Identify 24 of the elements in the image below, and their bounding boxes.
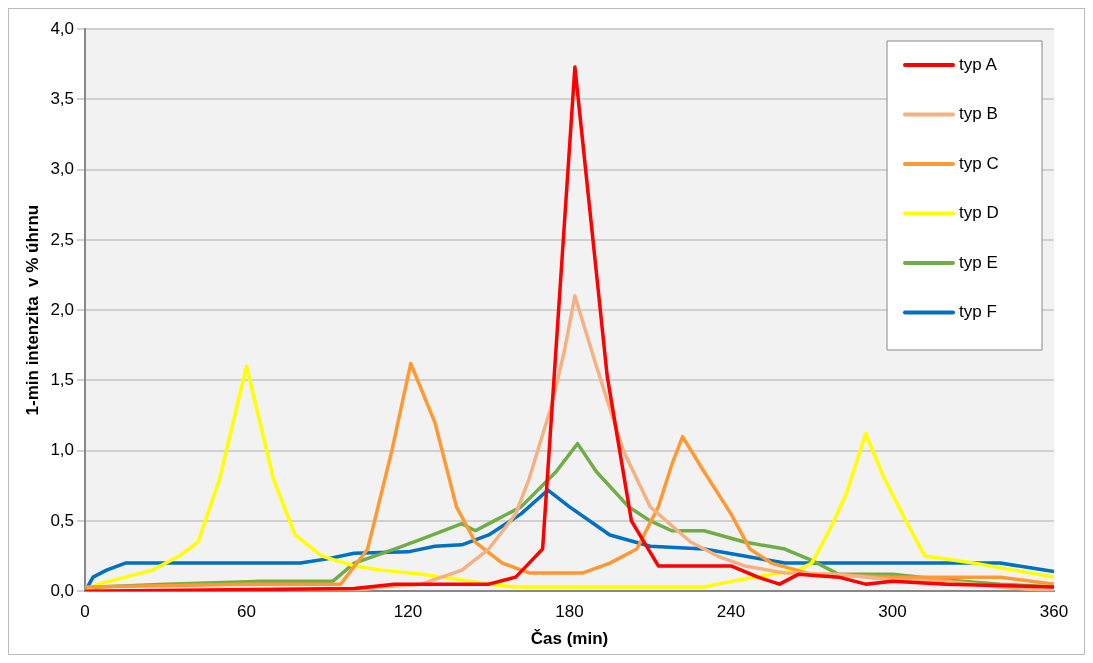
y-tick-label: 4,0	[50, 18, 75, 38]
x-tick-label: 60	[237, 602, 256, 622]
y-tick-label: 1,5	[50, 370, 75, 390]
legend-label: typ F	[959, 302, 997, 322]
x-tick-label: 240	[716, 602, 746, 622]
x-tick-label: 180	[555, 602, 584, 622]
x-tick-label: 120	[393, 602, 423, 622]
y-tick-label: 0,0	[50, 580, 75, 600]
y-tick-label: 1,0	[50, 440, 75, 460]
x-tick-label: 300	[878, 602, 907, 622]
y-tick-label: 2,0	[50, 299, 75, 319]
legend-label: typ C	[959, 153, 999, 173]
y-axis-title: 1-min intenzita v % úhrnu	[22, 204, 42, 416]
y-tick-label: 0,5	[50, 510, 75, 530]
legend-label: typ D	[959, 203, 999, 223]
x-tick-label: 360	[1039, 602, 1069, 622]
legend-label: typ B	[959, 104, 998, 124]
y-tick-label: 3,0	[50, 159, 75, 179]
legend-label: typ E	[959, 252, 998, 272]
y-tick-label: 2,5	[50, 229, 75, 249]
x-tick-label: 0	[80, 602, 90, 622]
legend-label: typ A	[959, 54, 998, 74]
y-tick-label: 3,5	[50, 88, 75, 108]
x-axis-title: Čas (min)	[530, 629, 609, 649]
